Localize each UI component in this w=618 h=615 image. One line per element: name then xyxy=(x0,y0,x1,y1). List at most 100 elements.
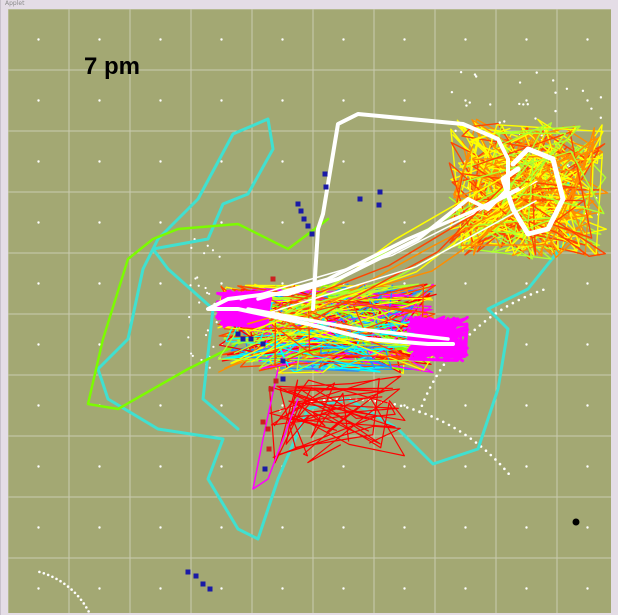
red-marker xyxy=(260,419,266,425)
trail-dot xyxy=(204,286,207,290)
grid-dot xyxy=(98,99,101,102)
grid-dot xyxy=(281,282,284,285)
grid-dot xyxy=(403,160,406,163)
grid-dot xyxy=(37,404,40,407)
blue-marker xyxy=(248,336,254,342)
trail-dot xyxy=(193,238,196,241)
trail-dot xyxy=(208,366,211,369)
grid-dot xyxy=(159,221,162,224)
trail-dot xyxy=(206,244,209,247)
trail-dot xyxy=(203,252,206,255)
trail-dot xyxy=(73,591,77,595)
trail-dot xyxy=(198,301,201,304)
trail-dot xyxy=(518,102,521,106)
trail-dot xyxy=(188,315,191,319)
trail-dot xyxy=(494,458,497,461)
trail-dot xyxy=(503,467,506,471)
grid-dot xyxy=(525,282,528,285)
track-scribble xyxy=(408,316,468,363)
blue-marker xyxy=(280,358,286,364)
trail-dot xyxy=(428,386,432,389)
trail-dot xyxy=(211,249,215,252)
trail-dot xyxy=(431,380,435,383)
trail-dot xyxy=(423,398,426,401)
grid-dot xyxy=(525,587,528,590)
blue-marker xyxy=(240,336,246,342)
trail-dot xyxy=(599,96,603,99)
track-plot-canvas[interactable] xyxy=(8,9,611,613)
trail-dot xyxy=(483,320,487,323)
grid-dot xyxy=(342,526,345,529)
grid-dot xyxy=(159,160,162,163)
grid-dot xyxy=(37,465,40,468)
trail-dot xyxy=(474,75,478,78)
trail-dot xyxy=(79,598,83,602)
blue-marker xyxy=(323,184,329,190)
grid-dot xyxy=(37,160,40,163)
grid-dot xyxy=(159,343,162,346)
grid-dot xyxy=(403,282,406,285)
trail-dot xyxy=(38,570,41,574)
grid-dot xyxy=(281,38,284,41)
trail-dot xyxy=(507,472,510,476)
grid-dot xyxy=(586,587,589,590)
trail-dot xyxy=(498,121,501,124)
grid-dot xyxy=(586,343,589,346)
grid-dot xyxy=(98,160,101,163)
trail-dot xyxy=(190,246,193,249)
track-scribble xyxy=(460,124,605,234)
trail-dot xyxy=(526,103,529,106)
grid-dot xyxy=(464,526,467,529)
trail-dot xyxy=(498,462,502,466)
blue-marker xyxy=(193,573,199,579)
blue-marker xyxy=(262,466,268,472)
grid-dot xyxy=(403,221,406,224)
grid-dot xyxy=(220,221,223,224)
blue-marker xyxy=(185,569,191,575)
grid-dot xyxy=(159,404,162,407)
blue-marker xyxy=(376,202,382,208)
trail-dot xyxy=(518,81,522,84)
blue-marker xyxy=(301,216,307,222)
grid-dot xyxy=(403,587,406,590)
blue-marker xyxy=(295,201,301,207)
grid-dot xyxy=(159,465,162,468)
red-marker xyxy=(265,426,271,432)
window-title: Applet xyxy=(5,0,25,7)
trail-dot xyxy=(424,412,427,416)
grid-dot xyxy=(525,343,528,346)
trail-dot xyxy=(551,79,555,82)
grid-dot xyxy=(281,221,284,224)
trail-dot xyxy=(200,358,203,362)
grid-dot xyxy=(403,99,406,102)
grid-dot xyxy=(220,38,223,41)
grid-dot xyxy=(159,526,162,529)
trail-dot xyxy=(500,308,503,312)
blue-marker xyxy=(309,231,315,237)
track-white-lower xyxy=(246,307,450,341)
trail-dot xyxy=(465,104,468,107)
grid-dot xyxy=(159,99,162,102)
trail-dot xyxy=(484,449,488,452)
trail-dot xyxy=(187,336,190,339)
grid-dot xyxy=(37,99,40,102)
grid-dot xyxy=(342,38,345,41)
trail-dot xyxy=(441,420,445,424)
grid-dot xyxy=(464,282,467,285)
trail-dot xyxy=(468,333,472,336)
track-scribble xyxy=(218,289,270,328)
red-marker xyxy=(270,276,276,282)
blue-marker xyxy=(235,331,241,337)
blue-marker xyxy=(200,581,206,587)
track-connector xyxy=(249,179,537,332)
track-scribble xyxy=(448,131,606,257)
grid-dot xyxy=(464,404,467,407)
grid-dot xyxy=(220,465,223,468)
trail-dot xyxy=(599,116,603,119)
track-plot-area[interactable]: 7 pm xyxy=(8,9,611,613)
grid-dot xyxy=(37,221,40,224)
trail-dot xyxy=(523,295,527,299)
grid-dot xyxy=(281,404,284,407)
trail-dot xyxy=(473,73,477,76)
blue-marker xyxy=(298,208,304,214)
